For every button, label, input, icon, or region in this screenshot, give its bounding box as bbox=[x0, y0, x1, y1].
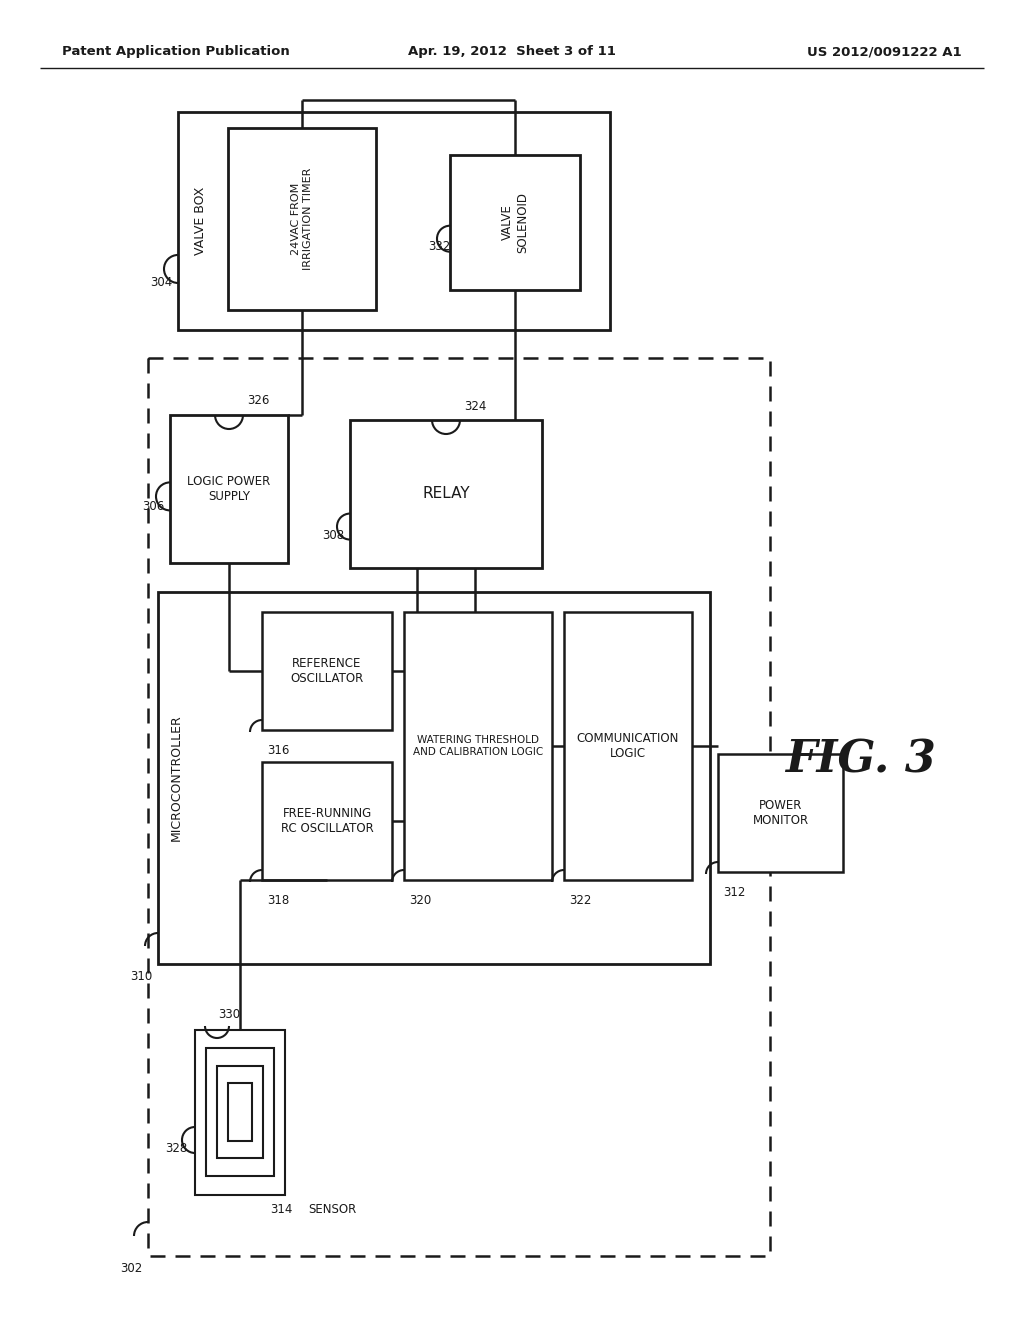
Text: REFERENCE
OSCILLATOR: REFERENCE OSCILLATOR bbox=[291, 657, 364, 685]
Text: 310: 310 bbox=[130, 969, 153, 982]
Text: 304: 304 bbox=[150, 276, 172, 289]
Text: VALVE
SOLENOID: VALVE SOLENOID bbox=[501, 191, 529, 253]
Bar bbox=[350, 420, 542, 568]
Bar bbox=[564, 612, 692, 880]
Text: Apr. 19, 2012  Sheet 3 of 11: Apr. 19, 2012 Sheet 3 of 11 bbox=[408, 45, 616, 58]
Text: 326: 326 bbox=[247, 395, 269, 408]
Text: POWER
MONITOR: POWER MONITOR bbox=[753, 799, 809, 828]
Bar bbox=[217, 1067, 263, 1158]
Text: FIG. 3: FIG. 3 bbox=[784, 738, 936, 781]
Text: LOGIC POWER
SUPPLY: LOGIC POWER SUPPLY bbox=[187, 475, 270, 503]
Text: 324: 324 bbox=[464, 400, 486, 412]
Text: 330: 330 bbox=[218, 1007, 240, 1020]
Text: 320: 320 bbox=[409, 894, 431, 907]
Text: 24VAC FROM
IRRIGATION TIMER: 24VAC FROM IRRIGATION TIMER bbox=[291, 168, 312, 271]
Text: US 2012/0091222 A1: US 2012/0091222 A1 bbox=[807, 45, 962, 58]
Text: WATERING THRESHOLD
AND CALIBRATION LOGIC: WATERING THRESHOLD AND CALIBRATION LOGIC bbox=[413, 735, 543, 756]
Text: RELAY: RELAY bbox=[422, 487, 470, 502]
Bar bbox=[404, 612, 552, 880]
Bar bbox=[148, 358, 770, 1257]
Bar bbox=[228, 1082, 252, 1140]
Text: VALVE BOX: VALVE BOX bbox=[194, 187, 207, 255]
Bar bbox=[170, 414, 288, 564]
Text: MICROCONTROLLER: MICROCONTROLLER bbox=[170, 714, 182, 841]
Bar bbox=[195, 1030, 285, 1195]
Bar bbox=[262, 762, 392, 880]
Bar bbox=[228, 128, 376, 310]
Bar bbox=[206, 1048, 274, 1176]
Bar bbox=[262, 612, 392, 730]
Text: 316: 316 bbox=[267, 743, 290, 756]
Text: 318: 318 bbox=[267, 894, 289, 907]
Text: COMMUNICATION
LOGIC: COMMUNICATION LOGIC bbox=[577, 733, 679, 760]
Text: 308: 308 bbox=[322, 529, 344, 543]
Text: FREE-RUNNING
RC OSCILLATOR: FREE-RUNNING RC OSCILLATOR bbox=[281, 807, 374, 836]
Text: 332: 332 bbox=[428, 240, 451, 253]
Text: 306: 306 bbox=[142, 500, 164, 513]
Text: 312: 312 bbox=[723, 886, 745, 899]
Text: 314: 314 bbox=[270, 1203, 293, 1216]
Bar bbox=[718, 754, 843, 873]
Text: Patent Application Publication: Patent Application Publication bbox=[62, 45, 290, 58]
Text: 328: 328 bbox=[165, 1142, 187, 1155]
Bar bbox=[450, 154, 580, 290]
Text: SENSOR: SENSOR bbox=[308, 1203, 356, 1216]
Bar bbox=[178, 112, 610, 330]
Text: 302: 302 bbox=[120, 1262, 142, 1275]
Text: 322: 322 bbox=[569, 894, 592, 907]
Bar bbox=[158, 591, 710, 964]
